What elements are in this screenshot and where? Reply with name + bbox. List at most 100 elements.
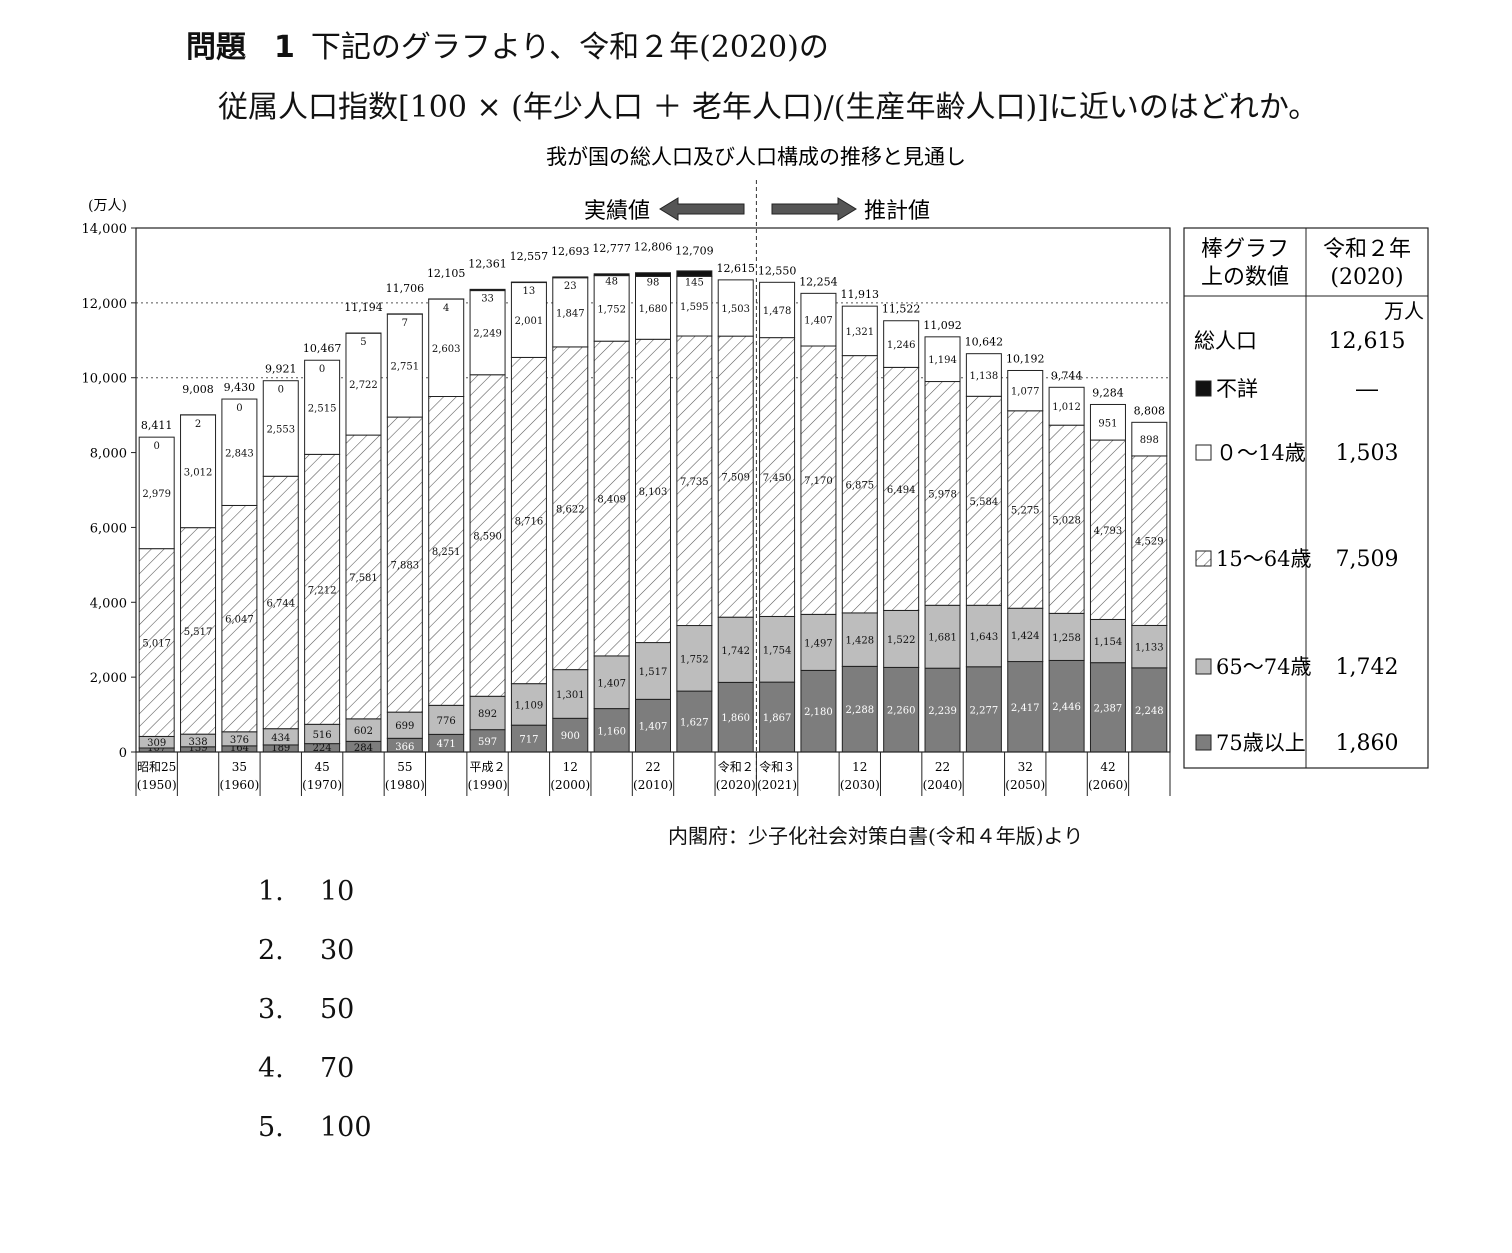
choice-number: 2. [258,935,284,966]
x-tick-label-era: 45 [314,760,329,774]
x-tick-label-year: (2000) [550,778,590,792]
x-tick-label-year: (2030) [840,778,880,792]
data-label: 1,109 [515,700,544,711]
data-label: 8,103 [639,487,668,498]
total-label: 12,105 [427,267,466,280]
bar-segment-65-74 [428,704,465,735]
projection-arrow [771,197,857,221]
bar-segment-75plus [717,681,754,753]
x-tick-label-year: (2010) [633,778,673,792]
bar-segment-15-64 [1089,439,1126,620]
question-label: 問題 [186,30,246,65]
data-label: 0 [236,403,242,414]
total-label: 12,557 [510,250,549,263]
data-label: 6,047 [225,615,254,626]
legend-swatch [1195,550,1212,567]
data-label: 2,180 [804,707,833,718]
data-label: 366 [395,742,414,753]
y-tick-label: 12,000 [82,297,128,312]
total-label: 12,806 [634,241,673,254]
answer-choice[interactable]: 5. 100 [258,1106,372,1165]
data-label: 1,627 [680,718,709,729]
legend-row-value: 1,503 [1336,441,1399,466]
data-label: 602 [354,726,373,737]
legend-swatch [1195,658,1212,675]
bar-segment-15-64 [180,527,217,735]
bar-segment-unknown [593,273,630,277]
x-tick-label-year: (1990) [468,778,508,792]
data-label: 6,494 [887,485,916,496]
data-label: 1,681 [928,633,957,644]
bar-segment-75plus [1089,662,1126,753]
bar-segment-0-14 [304,359,341,455]
bar-segment-0-14 [221,398,258,506]
total-label: 12,361 [468,257,507,270]
bar-segment-0-14 [1131,421,1168,457]
total-label: 12,709 [675,244,714,257]
data-label: 3,012 [184,467,213,478]
data-label: 139 [188,743,207,754]
bar-segment-unknown [676,270,713,277]
answer-choice[interactable]: 1. 10 [258,870,372,929]
total-label: 11,522 [882,303,921,316]
data-label: 2 [195,419,201,430]
bar-segment-0-14 [552,277,589,348]
data-label: 33 [481,293,494,304]
total-label: 12,550 [758,264,797,277]
data-label: 0 [153,441,159,452]
bar-segment-15-64 [676,335,713,627]
y-tick-label: 6,000 [90,521,127,536]
total-label: 12,777 [592,242,631,255]
data-label: 338 [188,737,207,748]
data-label: 1,138 [970,371,999,382]
data-label: 1,258 [1052,633,1081,644]
bar-segment-15-64 [1007,410,1044,609]
data-label: 13 [523,286,536,297]
data-label: 2,277 [970,705,999,716]
total-label: 11,092 [923,319,962,332]
data-label: 2,979 [142,489,171,500]
question-number: 1 [274,30,295,65]
x-tick-label-era: 平成２ [470,760,506,774]
data-label: 2,553 [266,424,295,435]
data-label: 5,028 [1052,515,1081,526]
answer-choice[interactable]: 4. 70 [258,1047,372,1106]
x-tick-label-year: (1980) [385,778,425,792]
data-label: 951 [1098,418,1117,429]
data-label: 2,249 [473,329,502,340]
answer-choice[interactable]: 2. 30 [258,929,372,988]
choice-number: 4. [258,1053,284,1084]
total-label: 12,254 [799,275,838,288]
answer-choices: 1. 10 2. 30 3. 50 4. 70 5. 100 [258,870,372,1165]
data-label: 107 [147,743,166,754]
data-label: 7 [402,318,408,329]
bar-segment-75plus [1048,659,1085,753]
answer-choice[interactable]: 3. 50 [258,988,372,1047]
x-tick-label-year: (1960) [219,778,259,792]
data-label: 2,515 [308,403,337,414]
bar-segment-15-64 [965,395,1002,606]
choice-text: 100 [320,1112,372,1143]
bar-segment-0-14 [759,281,796,339]
data-label: 2,446 [1052,702,1081,713]
data-label: 2,387 [1094,703,1123,714]
y-unit-label: (万人) [88,198,127,214]
data-label: 516 [313,730,332,741]
bar-segment-75plus [883,666,920,753]
bar-segment-0-14 [180,414,217,529]
legend-row-label: 不詳 [1216,377,1258,401]
data-label: 1,680 [639,304,668,315]
bar-segment-65-74 [717,616,754,683]
data-label: 1,407 [804,316,833,327]
bar-segment-65-74 [469,695,506,731]
bar-segment-75plus [676,690,713,753]
bar-segment-0-14 [510,282,547,358]
bar-segment-15-64 [759,337,796,617]
legend-header-2b: (2020) [1330,265,1403,290]
bar-segment-0-14 [138,436,175,550]
data-label: 98 [647,277,660,288]
data-label: 1,154 [1094,637,1123,648]
data-label: 7,509 [721,473,750,484]
bar-segment-65-74 [510,683,547,726]
data-label: 284 [354,743,373,754]
